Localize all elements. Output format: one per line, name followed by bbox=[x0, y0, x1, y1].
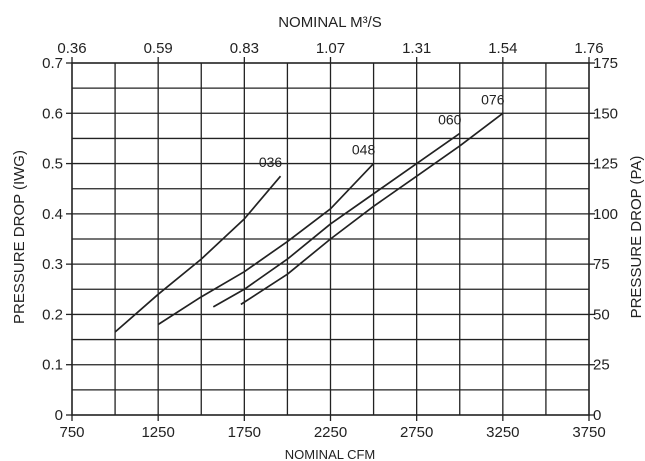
x-tick-label: 1250 bbox=[141, 424, 174, 441]
top-tick-label: 1.76 bbox=[574, 40, 603, 57]
right-tick-label: 25 bbox=[593, 357, 610, 374]
left-tick-label: 0.3 bbox=[42, 256, 63, 273]
series-line-048 bbox=[157, 162, 375, 326]
left-tick-label: 0.5 bbox=[42, 156, 63, 173]
x-axis-ticks: 750 1250 1750 2250 2750 3250 3750 bbox=[59, 415, 606, 441]
left-axis-ticks: 0 0.1 0.2 0.3 0.4 0.5 0.6 0.7 bbox=[42, 55, 72, 424]
series-line-060 bbox=[212, 132, 461, 308]
x-tick-label: 2250 bbox=[314, 424, 347, 441]
x-tick-label: 1750 bbox=[228, 424, 261, 441]
series-lines: 036 048 060 076 bbox=[114, 91, 505, 333]
top-tick-label: 1.07 bbox=[316, 40, 345, 57]
left-tick-label: 0.7 bbox=[42, 55, 63, 72]
left-tick-label: 0.2 bbox=[42, 306, 63, 323]
top-tick-label: 0.83 bbox=[230, 40, 259, 57]
left-tick-label: 0.1 bbox=[42, 357, 63, 374]
right-tick-label: 100 bbox=[593, 206, 618, 223]
x-tick-label: 3250 bbox=[486, 424, 519, 441]
left-tick-label: 0 bbox=[55, 407, 63, 424]
x-axis-title: NOMINAL CFM bbox=[285, 447, 376, 461]
right-axis-ticks: 0 25 50 75 100 125 150 175 bbox=[589, 55, 618, 424]
right-tick-label: 75 bbox=[593, 256, 610, 273]
series-label-060: 060 bbox=[438, 111, 462, 127]
x-tick-label: 750 bbox=[59, 424, 84, 441]
series-line-076 bbox=[240, 112, 504, 306]
right-axis-title: PRESSURE DROP (PA) bbox=[628, 156, 645, 319]
left-axis-title: PRESSURE DROP (IWG) bbox=[11, 150, 28, 324]
left-tick-label: 0.4 bbox=[42, 206, 63, 223]
top-axis-ticks: 0.36 0.59 0.83 1.07 1.31 1.54 1.76 bbox=[57, 40, 604, 63]
top-tick-label: 1.54 bbox=[488, 40, 517, 57]
top-tick-label: 1.31 bbox=[402, 40, 431, 57]
right-tick-label: 150 bbox=[593, 105, 618, 122]
top-axis-title: NOMINAL M³/S bbox=[278, 14, 382, 31]
right-tick-label: 125 bbox=[593, 156, 618, 173]
right-tick-label: 175 bbox=[593, 55, 618, 72]
right-tick-label: 0 bbox=[593, 407, 601, 424]
x-tick-label: 3750 bbox=[572, 424, 605, 441]
series-line-036 bbox=[114, 175, 282, 333]
series-label-076: 076 bbox=[481, 91, 505, 107]
top-tick-label: 0.59 bbox=[144, 40, 173, 57]
left-tick-label: 0.6 bbox=[42, 105, 63, 122]
series-label-048: 048 bbox=[352, 142, 376, 158]
series-label-036: 036 bbox=[259, 154, 283, 170]
right-tick-label: 50 bbox=[593, 306, 610, 323]
x-tick-label: 2750 bbox=[400, 424, 433, 441]
top-tick-label: 0.36 bbox=[57, 40, 86, 57]
